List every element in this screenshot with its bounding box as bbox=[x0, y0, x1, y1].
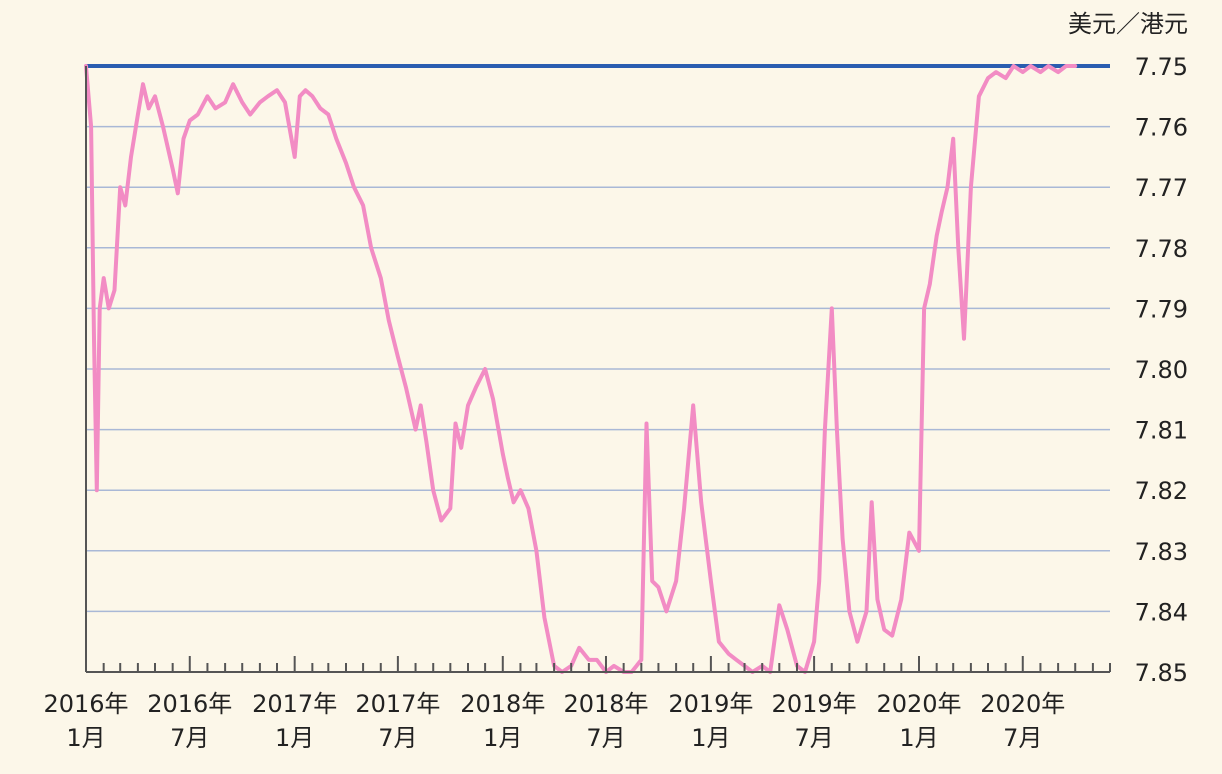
x-tick-label-month: 7月 bbox=[378, 724, 417, 752]
x-tick-label: 2016年 1月 bbox=[43, 690, 128, 752]
x-tick-label: 2019年 7月 bbox=[772, 690, 857, 752]
x-tick-label-month: 1月 bbox=[275, 724, 314, 752]
x-tick-label-month: 1月 bbox=[66, 724, 105, 752]
x-tick-label-year: 2016年 bbox=[147, 690, 232, 718]
x-tick-label-year: 2019年 bbox=[772, 690, 857, 718]
y-tick-label: 7.79 bbox=[1135, 295, 1188, 323]
x-tick-label-year: 2020年 bbox=[980, 690, 1065, 718]
y-tick-label: 7.81 bbox=[1135, 417, 1188, 445]
y-tick-label: 7.76 bbox=[1135, 114, 1188, 142]
y-tick-label: 7.85 bbox=[1135, 659, 1188, 687]
gridlines bbox=[86, 125, 1110, 613]
x-tick-label: 2018年 7月 bbox=[563, 690, 648, 752]
y-tick-label: 7.78 bbox=[1135, 235, 1188, 263]
x-tick-label-month: 1月 bbox=[483, 724, 522, 752]
x-tick-label-year: 2017年 bbox=[355, 690, 440, 718]
x-tick-label: 2017年 7月 bbox=[355, 690, 440, 752]
x-tick-label: 2016年 7月 bbox=[147, 690, 232, 752]
x-tick-label: 2020年 1月 bbox=[876, 690, 961, 752]
y-axis-unit-label: 美元／港元 bbox=[1068, 10, 1188, 38]
x-tick-label-month: 7月 bbox=[794, 724, 833, 752]
y-tick-label: 7.80 bbox=[1135, 356, 1188, 384]
y-tick-label: 7.83 bbox=[1135, 538, 1188, 566]
x-tick-label: 2017年 1月 bbox=[252, 690, 337, 752]
x-tick-label-month: 7月 bbox=[1003, 724, 1042, 752]
x-tick-label-month: 7月 bbox=[170, 724, 209, 752]
y-tick-label: 7.84 bbox=[1135, 598, 1188, 626]
x-tick-label-year: 2016年 bbox=[43, 690, 128, 718]
x-tick-label-year: 2017年 bbox=[252, 690, 337, 718]
y-tick-label: 7.82 bbox=[1135, 477, 1188, 505]
x-tick-label-month: 1月 bbox=[899, 724, 938, 752]
x-tick-label: 2018年 1月 bbox=[460, 690, 545, 752]
x-tick-label-year: 2020年 bbox=[876, 690, 961, 718]
x-tick-label: 2019年 1月 bbox=[668, 690, 753, 752]
x-tick-label: 2020年 7月 bbox=[980, 690, 1065, 752]
y-tick-label: 7.77 bbox=[1135, 174, 1188, 202]
x-tick-label-month: 7月 bbox=[586, 724, 625, 752]
y-tick-label: 7.75 bbox=[1135, 53, 1188, 81]
x-tick-label-year: 2019年 bbox=[668, 690, 753, 718]
axes bbox=[85, 66, 1111, 673]
x-tick-label-month: 1月 bbox=[691, 724, 730, 752]
x-tick-label-year: 2018年 bbox=[563, 690, 648, 718]
y-tick-labels: 7.75 7.76 7.77 7.78 7.79 7.80 7.81 7.82 7.83 7.84… bbox=[1135, 53, 1188, 687]
x-tick-label-year: 2018年 bbox=[460, 690, 545, 718]
